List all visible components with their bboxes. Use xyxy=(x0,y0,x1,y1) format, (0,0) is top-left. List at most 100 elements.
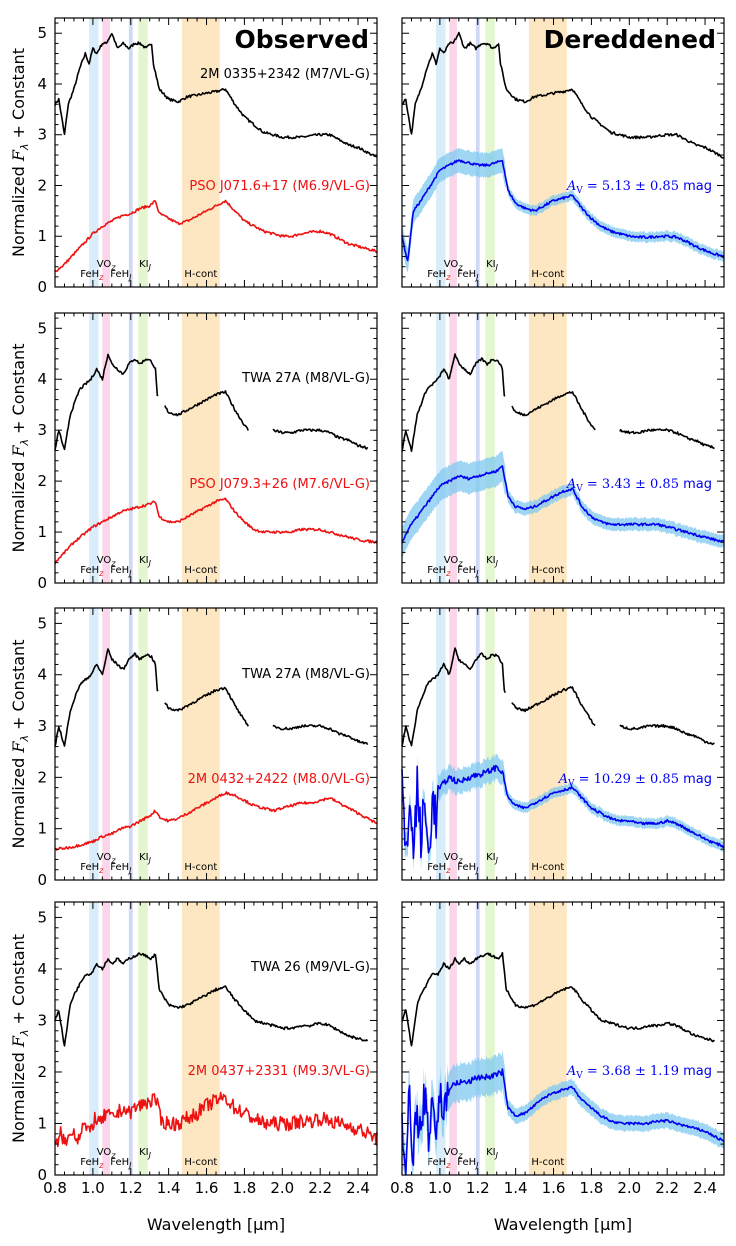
y-tick-label: 4 xyxy=(37,666,47,684)
series-target xyxy=(54,497,378,565)
series-target xyxy=(401,1050,725,1176)
x-tick-label: 1.8 xyxy=(232,1179,256,1197)
band-vo-z xyxy=(102,608,110,880)
x-tick-label: 1.2 xyxy=(466,1179,490,1197)
uncertainty-band xyxy=(402,753,724,871)
spectrum-line xyxy=(401,465,725,544)
band-label-ki-j: KIJ xyxy=(139,555,152,568)
series-target xyxy=(54,1091,378,1148)
band-ki-j xyxy=(138,608,148,880)
x-tick-label: 1.4 xyxy=(157,1179,181,1197)
spectrum-line xyxy=(54,952,369,1047)
band-label-feh-j: FeHJ xyxy=(110,1157,132,1170)
band-h-cont xyxy=(181,608,220,880)
spectrum-line xyxy=(272,428,369,450)
band-label-feh-z: FeHz xyxy=(427,862,451,875)
spectrum-line xyxy=(164,390,249,431)
spectrum-line xyxy=(401,31,725,159)
band-label-h-cont: H-cont xyxy=(184,269,217,280)
band-feh-z xyxy=(89,313,99,583)
band-ki-j xyxy=(138,902,148,1175)
band-label-vo-z: VOz xyxy=(444,852,464,865)
extinction-label: AV = 3.43 ± 0.85 mag xyxy=(566,477,712,494)
x-axis-label: Wavelength [μm] xyxy=(494,1215,632,1234)
band-label-feh-j: FeHJ xyxy=(110,269,132,282)
band-label-vo-z: VOz xyxy=(444,1147,464,1160)
object-label: TWA 27A (M8/VL-G) xyxy=(241,667,370,682)
y-tick-label: 0 xyxy=(37,1166,47,1184)
object-label: PSO J071.6+17 (M6.9/VL-G) xyxy=(189,179,370,194)
band-h-cont xyxy=(528,18,567,287)
band-h-cont xyxy=(528,902,567,1175)
spectrum-line xyxy=(54,199,378,273)
y-tick-label: 5 xyxy=(37,319,47,337)
band-label-vo-z: VOz xyxy=(444,555,464,568)
y-tick-label: 5 xyxy=(37,908,47,926)
band-feh-j xyxy=(475,902,480,1175)
band-label-vo-z: VOz xyxy=(97,555,117,568)
band-label-feh-j: FeHJ xyxy=(457,1157,479,1170)
band-h-cont xyxy=(181,313,220,583)
band-h-cont xyxy=(528,313,567,583)
spectrum-line xyxy=(511,391,596,431)
x-tick-label: 2.2 xyxy=(308,1179,332,1197)
band-label-feh-z: FeHz xyxy=(427,1157,451,1170)
spectrum-line xyxy=(619,428,715,449)
x-tick-label: 1.0 xyxy=(428,1179,452,1197)
band-vo-z xyxy=(102,313,110,583)
band-feh-j xyxy=(475,313,480,583)
y-tick-label: 3 xyxy=(37,717,47,735)
x-tick-label: 2.0 xyxy=(617,1179,641,1197)
band-label-ki-j: KIJ xyxy=(139,852,152,865)
band-feh-z xyxy=(89,18,99,287)
series-reference xyxy=(54,32,378,158)
band-feh-z xyxy=(436,902,446,1175)
y-tick-label: 2 xyxy=(37,1063,47,1081)
x-tick-label: 2.4 xyxy=(346,1179,370,1197)
band-feh-j xyxy=(128,608,133,880)
y-axis-label: Normalized Fλ + Constant xyxy=(9,344,31,553)
x-tick-label: 2.2 xyxy=(655,1179,679,1197)
spectrum-line xyxy=(54,32,378,158)
y-tick-label: 2 xyxy=(37,472,47,490)
x-tick-label: 1.2 xyxy=(119,1179,143,1197)
band-label-vo-z: VOz xyxy=(97,259,117,272)
band-vo-z xyxy=(102,18,110,287)
series-reference xyxy=(54,353,369,451)
band-label-h-cont: H-cont xyxy=(531,1157,564,1168)
y-tick-label: 2 xyxy=(37,768,47,786)
object-label: TWA 26 (M9/VL-G) xyxy=(250,960,370,975)
band-feh-z xyxy=(436,18,446,287)
y-tick-label: 4 xyxy=(37,370,47,388)
band-label-h-cont: H-cont xyxy=(531,862,564,873)
y-axis-label: Normalized Fλ + Constant xyxy=(9,934,31,1143)
x-tick-label: 1.6 xyxy=(195,1179,219,1197)
band-label-feh-z: FeHz xyxy=(80,862,104,875)
band-feh-z xyxy=(89,902,99,1175)
band-feh-j xyxy=(128,18,133,287)
y-axis-label: Normalized Fλ + Constant xyxy=(9,640,31,849)
uncertainty-band xyxy=(402,1050,724,1175)
x-tick-label: 1.4 xyxy=(504,1179,528,1197)
band-label-h-cont: H-cont xyxy=(184,1157,217,1168)
column-title: Observed xyxy=(235,25,369,54)
series-reference xyxy=(54,952,369,1047)
column-title: Dereddened xyxy=(544,25,716,54)
series-target xyxy=(401,450,725,559)
band-label-h-cont: H-cont xyxy=(184,862,217,873)
y-tick-label: 4 xyxy=(37,960,47,978)
band-feh-z xyxy=(89,608,99,880)
y-tick-label: 1 xyxy=(37,227,47,245)
y-tick-label: 3 xyxy=(37,126,47,144)
band-label-feh-z: FeHz xyxy=(427,565,451,578)
uncertainty-band xyxy=(402,450,724,559)
object-label: 2M 0335+2342 (M7/VL-G) xyxy=(200,67,370,82)
spectrum-line xyxy=(401,159,725,262)
